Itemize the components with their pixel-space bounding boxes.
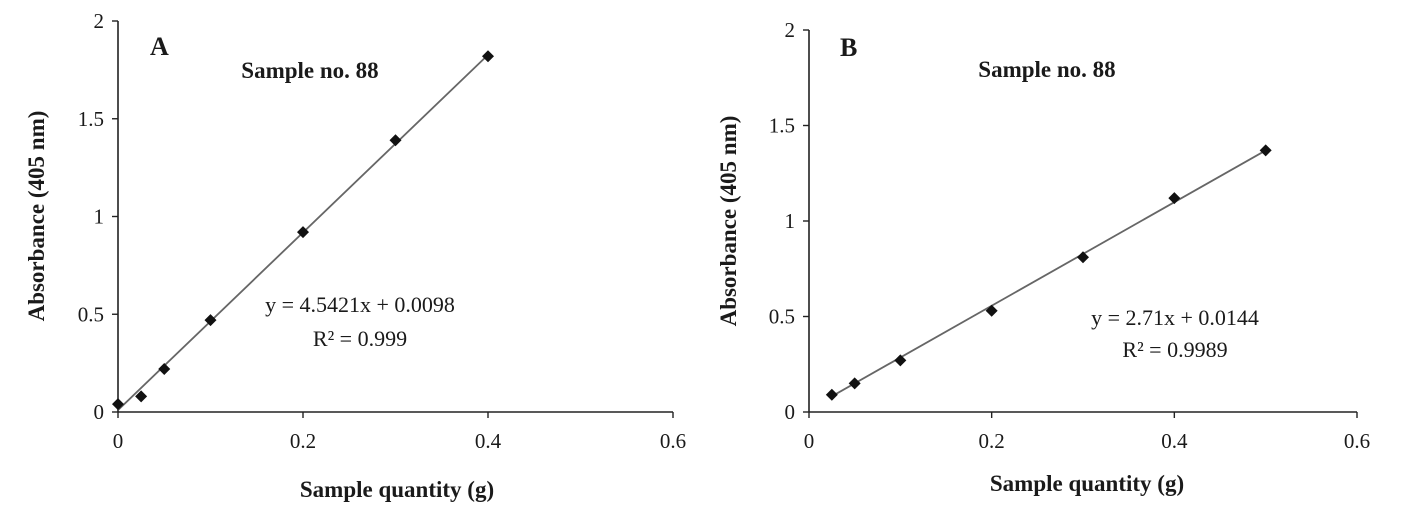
trendline <box>831 149 1267 398</box>
x-tick-label: 0.6 <box>660 429 686 453</box>
data-point <box>825 388 838 401</box>
x-tick-label: 0.4 <box>475 429 502 453</box>
data-point <box>297 226 309 239</box>
data-point <box>1168 192 1181 205</box>
data-point <box>985 304 998 317</box>
trendline-equation: y = 4.5421x + 0.0098 <box>265 292 455 317</box>
panel-label: B <box>840 33 857 62</box>
chart-panel-b: 0 0.5 1 1.5 2 0 0.2 0.4 0.6 B Sample no. 88 y = 2.7… <box>716 18 1370 496</box>
panel-label: A <box>150 32 169 61</box>
x-tick-label: 0.4 <box>1161 429 1188 453</box>
y-tick-label: 0 <box>785 400 796 424</box>
x-tick-label: 0.2 <box>979 429 1005 453</box>
y-tick-label: 0.5 <box>769 305 795 329</box>
r-squared-label: R² = 0.999 <box>313 326 407 351</box>
data-point <box>135 390 148 403</box>
chart-panel-a: 0 0.5 1 1.5 2 0 0.2 0.4 0.6 A Sample no. 88 y = 4.5… <box>24 9 686 502</box>
data-point <box>894 354 907 367</box>
data-point <box>1259 144 1272 157</box>
y-axis-title: Absorbance (405 nm) <box>24 111 49 322</box>
x-tick-label: 0.2 <box>290 429 316 453</box>
chart-title: Sample no. 88 <box>978 57 1115 82</box>
x-axis-title: Sample quantity (g) <box>300 477 494 502</box>
x-tick-label: 0 <box>804 429 815 453</box>
y-tick-label: 0.5 <box>78 302 104 326</box>
x-axis-title: Sample quantity (g) <box>990 471 1184 496</box>
x-tick-label: 0.6 <box>1344 429 1370 453</box>
data-point <box>1077 251 1089 264</box>
y-tick-label: 1.5 <box>78 107 104 131</box>
y-tick-label: 1.5 <box>769 114 795 138</box>
data-point <box>112 398 124 411</box>
y-tick-label: 2 <box>785 18 796 42</box>
data-point <box>204 314 217 327</box>
data-point <box>158 362 171 375</box>
data-point <box>848 377 861 390</box>
y-axis-title: Absorbance (405 nm) <box>716 116 741 327</box>
y-tick-label: 0 <box>94 400 105 424</box>
data-point <box>389 134 402 147</box>
data-point <box>482 50 494 63</box>
trendline-equation: y = 2.71x + 0.0144 <box>1091 305 1259 330</box>
x-tick-label: 0 <box>113 429 124 453</box>
y-tick-label: 1 <box>785 209 796 233</box>
y-tick-label: 2 <box>94 9 105 33</box>
y-tick-label: 1 <box>94 205 105 229</box>
r-squared-label: R² = 0.9989 <box>1122 337 1227 362</box>
chart-title: Sample no. 88 <box>241 58 378 83</box>
